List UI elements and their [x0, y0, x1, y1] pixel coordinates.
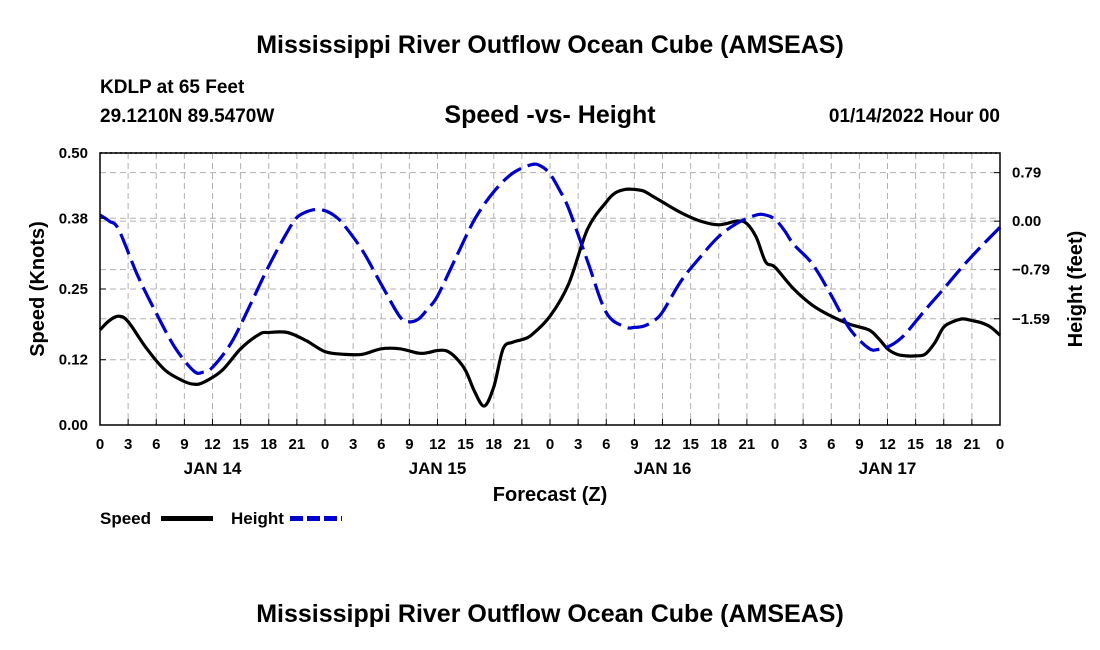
x-tick-label: 18: [260, 436, 277, 453]
x-tick-label: 3: [574, 436, 582, 453]
x-tick-label: 15: [232, 436, 249, 453]
x-tick-label: 15: [682, 436, 699, 453]
legend-height-label: Height: [231, 509, 284, 528]
x-tick-label: 21: [964, 436, 981, 453]
x-tick-label: 12: [654, 436, 671, 453]
x-tick-label: 9: [180, 436, 188, 453]
y-tick-label: 0.12: [59, 352, 88, 369]
x-tick-label: 9: [405, 436, 413, 453]
x-tick-label: 12: [879, 436, 896, 453]
x-tick-label: 3: [799, 436, 807, 453]
x-tick-label: 6: [827, 436, 835, 453]
x-tick-label: 12: [429, 436, 446, 453]
x-tick-label: 3: [124, 436, 132, 453]
y-tick-label: 0.50: [59, 145, 88, 162]
footer-title: Mississippi River Outflow Ocean Cube (AM…: [256, 600, 844, 628]
y-axis-label: Speed (Knots): [27, 221, 49, 357]
x-tick-label: 21: [514, 436, 531, 453]
y2-tick-label: −0.79: [1012, 262, 1050, 279]
series-lines: [98, 162, 1002, 408]
x-tick-label: 0: [96, 436, 104, 453]
x-tick-label: 9: [630, 436, 638, 453]
x-tick-label: 21: [739, 436, 756, 453]
station-label: KDLP at 65 Feet: [100, 77, 245, 98]
series-line-speed: [98, 187, 1002, 408]
x-tick-label: 15: [457, 436, 474, 453]
legend-speed-label: Speed: [100, 509, 152, 528]
x-tick-label: 0: [996, 436, 1004, 453]
x-tick-label: 18: [935, 436, 952, 453]
y2-tick-label: 0.79: [1012, 165, 1041, 182]
x-tick-label: 18: [485, 436, 502, 453]
x-tick-label: 6: [152, 436, 160, 453]
legend-speed-swatch: [161, 516, 213, 521]
chart-title: Mississippi River Outflow Ocean Cube (AM…: [256, 31, 844, 59]
x-tick-label: 6: [602, 436, 610, 453]
x-tick-label: 0: [771, 436, 779, 453]
forecast-datetime: 01/14/2022 Hour 00: [828, 106, 1000, 127]
x-tick-label: 3: [349, 436, 357, 453]
y2-axis-label: Height (feet): [1065, 231, 1087, 348]
x-tick-label: 18: [710, 436, 727, 453]
x-tick-label: 9: [855, 436, 863, 453]
x-tick-label: 0: [546, 436, 554, 453]
x-day-label: JAN 17: [859, 459, 917, 478]
y-tick-label: 0.00: [59, 417, 88, 434]
x-tick-label: 21: [289, 436, 306, 453]
x-tick-label: 12: [204, 436, 221, 453]
x-day-label: JAN 14: [184, 459, 242, 478]
chart-subtitle: Speed -vs- Height: [444, 101, 656, 129]
x-tick-label: 0: [321, 436, 329, 453]
legend-height-swatch: [290, 516, 342, 521]
series-line-height: [99, 162, 1002, 375]
x-tick-label: 15: [907, 436, 924, 453]
y2-tick-label: 0.00: [1012, 213, 1041, 230]
coordinates-label: 29.1210N 89.5470W: [100, 106, 275, 127]
x-axis-label: Forecast (Z): [493, 484, 607, 506]
y-tick-label: 0.38: [59, 210, 88, 227]
x-day-label: JAN 15: [409, 459, 467, 478]
y2-tick-label: −1.59: [1012, 311, 1050, 328]
axes: 0 3 6 9 12 15 18 21 0 3 6 9 12 15 18 21 0 3 6 9 12 15 18 21 0 3 6 9…: [27, 145, 1087, 506]
x-tick-label: 6: [377, 436, 385, 453]
grid: [100, 153, 1000, 425]
x-day-label: JAN 16: [634, 459, 692, 478]
y-tick-label: 0.25: [59, 281, 88, 298]
